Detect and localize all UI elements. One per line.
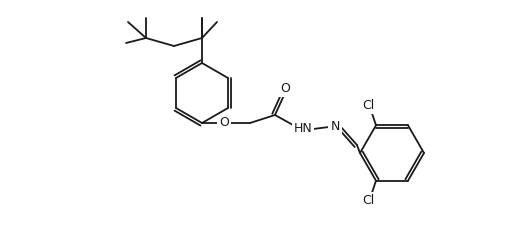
- Text: O: O: [219, 116, 229, 129]
- Text: Cl: Cl: [362, 194, 374, 207]
- Text: Cl: Cl: [362, 99, 374, 112]
- Text: O: O: [280, 82, 290, 96]
- Text: N: N: [330, 121, 340, 133]
- Text: HN: HN: [294, 123, 313, 136]
